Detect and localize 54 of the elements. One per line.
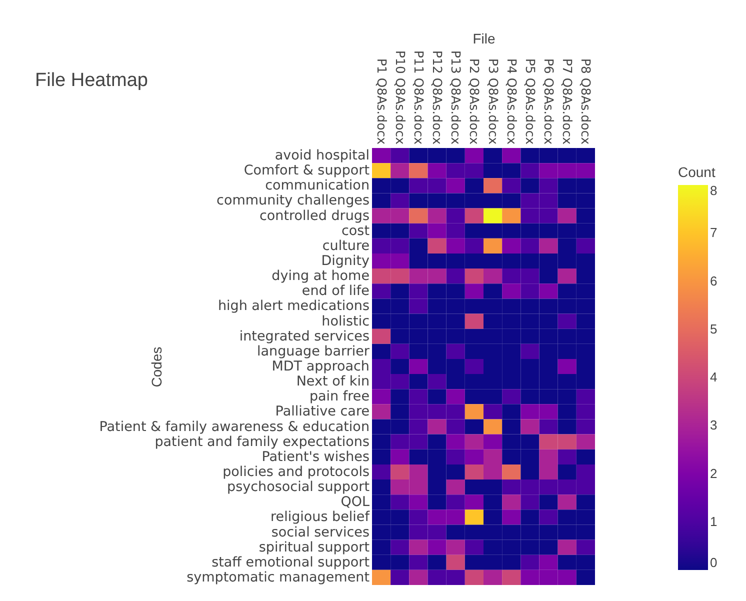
- color-bar-label: 2: [710, 466, 718, 481]
- x-axis-title: File: [472, 30, 496, 46]
- y-tick-label: communication: [265, 178, 370, 194]
- y-axis-title: Codes: [148, 346, 164, 388]
- y-tick-label: psychosocial support: [227, 479, 370, 496]
- y-tick-label: Dignity: [321, 253, 370, 270]
- y-tick-label: language barrier: [257, 343, 370, 360]
- color-bar-label: 3: [710, 418, 718, 433]
- x-tick-label: P13 Q8As.docx: [448, 50, 464, 144]
- color-bar-label: 1: [710, 514, 718, 529]
- y-tick-label: avoid hospital: [274, 148, 370, 164]
- color-bar-label: 6: [710, 273, 718, 288]
- y-tick-label: pain free: [309, 388, 370, 405]
- x-tick-label: P5 Q8As.docx: [522, 58, 538, 144]
- y-tick-label: spiritual support: [258, 539, 370, 556]
- y-tick-label: Palliative care: [275, 404, 370, 420]
- x-tick-label: P8 Q8As.docx: [578, 58, 594, 144]
- x-tick-label: P1 Q8As.docx: [374, 58, 390, 144]
- y-tick-label: integrated services: [239, 328, 370, 344]
- y-tick-label: culture: [322, 238, 370, 254]
- y-tick-label: Patient & family awareness & education: [99, 418, 370, 435]
- y-tick-label: cost: [341, 222, 370, 239]
- x-tick-label: P12 Q8As.docx: [430, 50, 446, 144]
- y-tick-label: religious belief: [270, 509, 371, 526]
- color-bar-label: 4: [710, 370, 718, 384]
- y-tick-label: patient and family expectations: [154, 434, 370, 450]
- x-tick-label: P11 Q8As.docx: [411, 50, 426, 144]
- x-tick-label: P2 Q8As.docx: [467, 58, 482, 144]
- y-tick-label: social services: [271, 524, 370, 540]
- y-tick-label: staff emotional support: [212, 554, 370, 570]
- y-tick-label: symptomatic management: [186, 569, 370, 586]
- text: File Heatmap: [35, 70, 148, 91]
- color-bar-label: 0: [710, 555, 718, 570]
- color-bar-label: 5: [710, 321, 718, 336]
- y-tick-label: QOL: [340, 494, 370, 510]
- y-tick-label: community challenges: [216, 192, 370, 209]
- x-tick-label: P10 Q8As.docx: [392, 50, 408, 144]
- color-bar-label: 8: [710, 183, 718, 198]
- y-tick-label: controlled drugs: [260, 208, 370, 224]
- y-tick-label: end of life: [302, 283, 370, 300]
- y-tick-label: Comfort & support: [244, 162, 370, 179]
- y-tick-label: Patient's wishes: [262, 448, 370, 465]
- y-tick-label: Next of kin: [296, 374, 370, 390]
- y-tick-label: dying at home: [272, 268, 370, 284]
- x-tick-label: P4 Q8As.docx: [504, 58, 520, 144]
- color-bar-label: 7: [710, 225, 718, 240]
- x-tick-label: P7 Q8As.docx: [560, 58, 576, 144]
- legend-title: Count: [678, 164, 716, 180]
- x-tick-label: P6 Q8As.docx: [542, 58, 557, 144]
- y-tick-label: high alert medications: [218, 298, 370, 314]
- y-tick-label: policies and protocols: [222, 464, 370, 480]
- x-tick-label: P3 Q8As.docx: [486, 58, 501, 144]
- y-tick-label: holistic: [322, 313, 370, 330]
- y-tick-label: MDT approach: [272, 358, 370, 374]
